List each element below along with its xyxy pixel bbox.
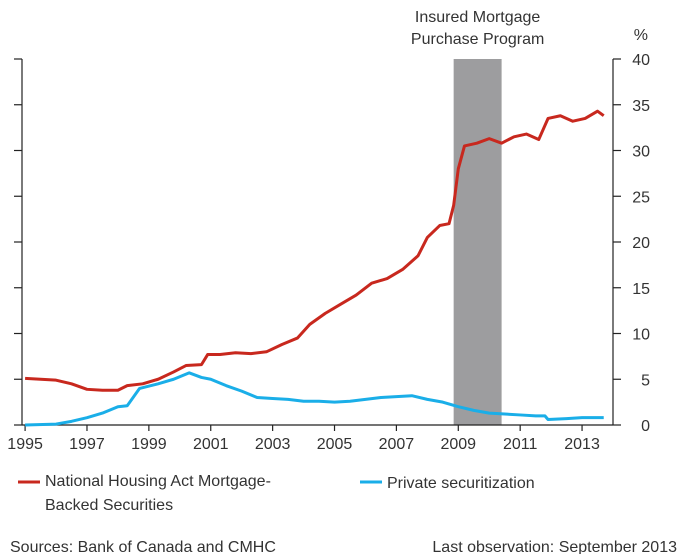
x-tick-label: 2003 <box>255 436 291 453</box>
y-tick-label: 30 <box>632 144 650 161</box>
y-tick-label: 35 <box>632 98 650 115</box>
series-line <box>25 371 604 427</box>
annotation: Insured Mortgage Purchase Program <box>411 9 544 48</box>
y-tick-label: 15 <box>632 281 650 298</box>
y-tick-label: 10 <box>632 327 650 344</box>
x-tick-label: 1995 <box>7 436 43 453</box>
series-line <box>25 109 605 392</box>
x-tick-label: 2007 <box>379 436 415 453</box>
y-tick-label: 5 <box>641 372 650 389</box>
y-tick-label: 40 <box>632 52 650 69</box>
note: Last observation: September 2013 <box>432 539 677 554</box>
x-tick-label: 2001 <box>193 436 229 453</box>
legend-label: Private securitization <box>387 475 535 492</box>
x-tick-label: 1997 <box>69 436 105 453</box>
x-tick-label: 2009 <box>440 436 476 453</box>
x-tick-label: 2013 <box>564 436 600 453</box>
legend-label: National Housing Act Mortgage-Backed Sec… <box>45 473 271 514</box>
x-tick-label: 2005 <box>317 436 353 453</box>
y-tick-label: 25 <box>632 189 650 206</box>
legend-label-text: National Housing Act Mortgage-Backed Sec… <box>45 473 271 514</box>
source: Sources: Bank of Canada and CMHC <box>10 539 276 554</box>
x-tick-label: 2011 <box>503 436 538 453</box>
shaded-region <box>453 59 502 425</box>
y-tick-label: 20 <box>632 235 650 252</box>
y-tick-label: 0 <box>641 418 650 435</box>
y-unit: % <box>634 27 648 44</box>
x-tick-label: 1999 <box>131 436 167 453</box>
